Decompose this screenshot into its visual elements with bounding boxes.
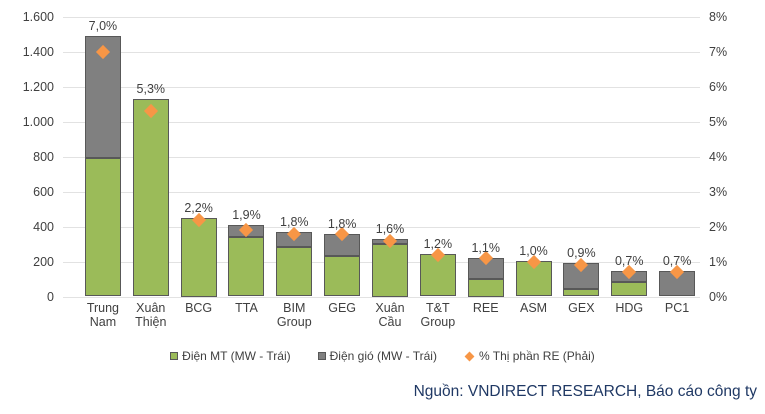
x-axis-category-label: BIM Group [276, 301, 312, 329]
legend-label: Điện gió (MW - Trái) [329, 349, 437, 363]
left-axis-tick: 600 [33, 184, 54, 199]
right-axis-tick: 6% [709, 79, 728, 94]
right-axis-tick: 3% [709, 184, 728, 199]
x-axis-category-label: Trung Nam [86, 301, 120, 329]
left-axis-tick: 1.600 [22, 10, 54, 24]
market-share-label: 0,9% [567, 246, 596, 261]
right-axis-tick: 0% [709, 289, 728, 304]
gridline [63, 156, 700, 158]
right-axis-tick: 5% [709, 114, 728, 129]
market-share-label: 1,9% [232, 207, 261, 222]
left-axis-tick: 200 [33, 254, 54, 269]
right-axis-tick: 4% [709, 149, 728, 164]
x-axis-category-label: HDG [615, 301, 644, 315]
left-axis-tick: 1.200 [22, 79, 54, 94]
left-axis-tick: 0 [47, 289, 54, 304]
left-axis-tick: 400 [33, 219, 54, 234]
left-axis-tick: 1.000 [22, 114, 54, 129]
market-share-label: 1,8% [327, 216, 357, 231]
solar-bar-segment [228, 237, 265, 297]
legend-label: % Thị phần RE (Phải) [478, 349, 595, 363]
legend-item: Điện MT (MW - Trái) [170, 349, 291, 363]
x-axis-category-label: ASM [519, 301, 548, 315]
right-axis-tick: 7% [709, 44, 728, 59]
gridline [63, 296, 700, 298]
source-note: Nguồn: VNDIRECT RESEARCH, Báo cáo công t… [413, 383, 757, 400]
x-axis-category-label: Xuân Cầu [375, 301, 405, 329]
solar-bar-segment [276, 246, 313, 297]
x-axis-category-label: PC1 [664, 301, 690, 315]
left-axis-tick: 1.400 [22, 44, 54, 59]
solar-bar-segment [180, 217, 217, 297]
gridline [63, 191, 700, 193]
market-share-label: 7,0% [88, 19, 118, 34]
left-axis-tick: 800 [33, 149, 54, 164]
gridline [63, 17, 700, 18]
solar-bar-segment [467, 279, 504, 297]
legend-diamond-icon [464, 351, 475, 361]
legend-square-icon [317, 352, 326, 360]
legend-square-icon [170, 352, 179, 360]
wind-bar-segment [659, 271, 696, 297]
x-axis-category-label: Xuân Thiện [135, 301, 167, 329]
x-axis-category-label: GEG [328, 301, 357, 315]
market-share-label: 0,7% [614, 254, 644, 269]
gridline [63, 51, 700, 53]
market-share-label: 1,8% [280, 214, 309, 229]
solar-bar-segment [132, 99, 169, 297]
legend-item: Điện gió (MW - Trái) [317, 349, 437, 363]
market-share-label: 1,2% [423, 236, 453, 251]
gridline [63, 86, 700, 88]
x-axis-category-label: GEX [568, 301, 595, 315]
x-axis-category-label: TTA [235, 301, 258, 315]
gridline [63, 121, 700, 123]
solar-bar-segment [611, 281, 648, 297]
legend-item: % Thị phần RE (Phải) [464, 349, 595, 363]
market-share-label: 2,2% [184, 200, 213, 215]
right-axis-tick: 1% [709, 254, 728, 269]
solar-bar-segment [563, 288, 600, 297]
x-axis-category-label: BCG [185, 301, 213, 315]
market-share-label: 1,0% [519, 243, 548, 258]
market-share-label: 0,7% [662, 254, 692, 269]
chart-legend: Điện MT (MW - Trái) Điện gió (MW - Trái)%… [0, 349, 765, 363]
solar-bar-segment [372, 244, 408, 297]
right-axis-tick: 8% [709, 10, 728, 24]
gridline [63, 226, 700, 228]
market-share-label: 1,6% [375, 221, 405, 236]
x-axis-category-label: T&T Group [420, 301, 456, 329]
legend-label: Điện MT (MW - Trái) [182, 349, 291, 363]
market-share-label: 5,3% [136, 82, 166, 97]
solar-bar-segment [84, 158, 121, 297]
market-share-label: 1,1% [471, 241, 500, 256]
solar-bar-segment [324, 256, 361, 297]
right-axis-tick: 2% [709, 219, 728, 234]
x-axis-category-label: REE [472, 301, 499, 315]
